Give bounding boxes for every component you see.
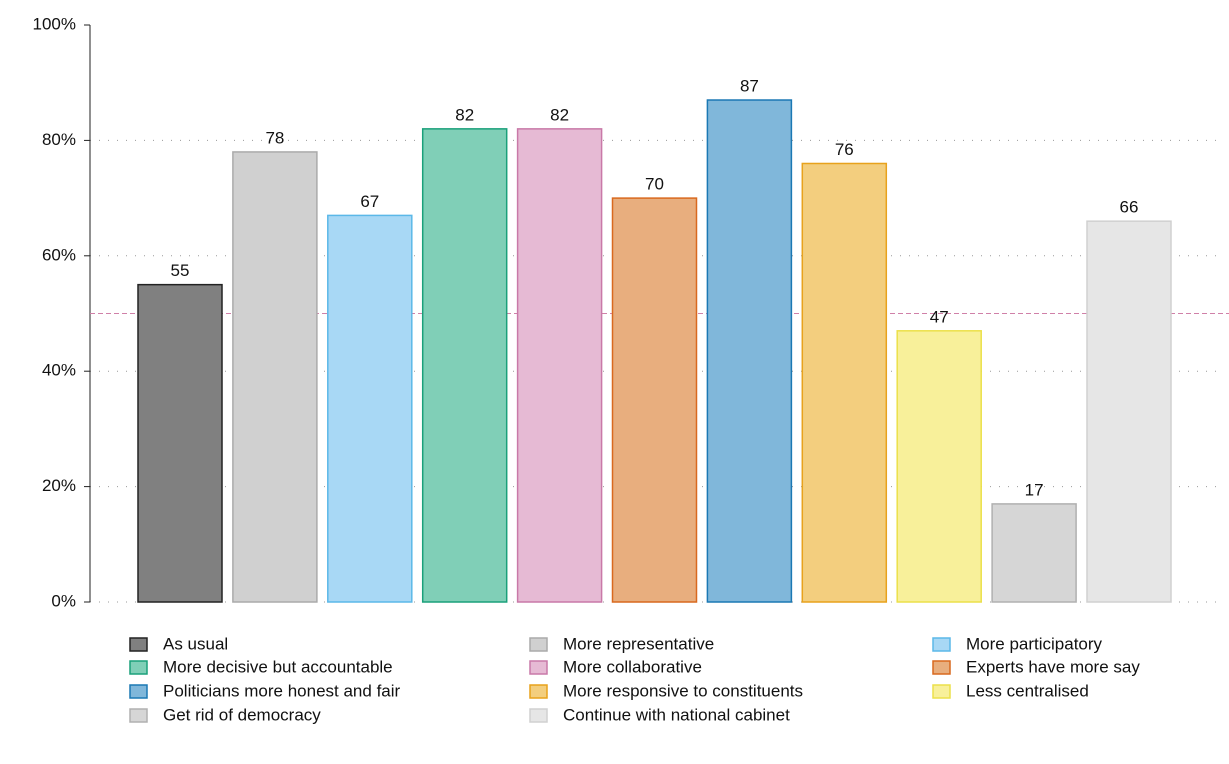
legend-swatch [129, 660, 148, 675]
value-label: 70 [645, 175, 664, 194]
legend-label: More decisive but accountable [163, 657, 393, 676]
legend-swatch [529, 708, 548, 723]
legend-label: More representative [563, 634, 714, 653]
legend-swatch [129, 684, 148, 699]
y-tick-label: 80% [42, 130, 76, 149]
legend-swatch [932, 684, 951, 699]
legend-swatch [129, 637, 148, 652]
value-label: 82 [455, 105, 474, 124]
legend-swatch [129, 708, 148, 723]
value-label: 67 [360, 192, 379, 211]
legend-label: Continue with national cabinet [563, 705, 790, 724]
legend-label: As usual [163, 634, 228, 653]
value-label: 78 [265, 128, 284, 147]
legend-label: Less centralised [966, 681, 1089, 700]
value-label: 66 [1120, 198, 1139, 217]
value-label: 17 [1025, 480, 1044, 499]
value-label: 87 [740, 76, 759, 95]
y-tick-label: 0% [51, 591, 76, 610]
bar [991, 503, 1077, 603]
legend-label: More responsive to constituents [563, 681, 803, 700]
bar [421, 128, 508, 603]
legend-swatch [529, 637, 548, 652]
value-label: 47 [930, 307, 949, 326]
bar [611, 197, 698, 603]
legend-label: More participatory [966, 634, 1103, 653]
bar [896, 330, 982, 603]
legend-swatch [529, 684, 548, 699]
bar [232, 151, 318, 603]
bar [137, 283, 223, 603]
legend-swatch [932, 660, 951, 675]
value-label: 82 [550, 105, 569, 124]
legend-label: Get rid of democracy [163, 705, 321, 724]
bar [516, 128, 603, 603]
legend-label: More collaborative [563, 657, 702, 676]
value-label: 55 [171, 261, 190, 280]
legend-swatch [529, 660, 548, 675]
value-label: 76 [835, 140, 854, 159]
bar [801, 162, 888, 603]
y-tick-label: 100% [33, 14, 76, 33]
y-tick-label: 20% [42, 476, 76, 495]
legend-label: Politicians more honest and fair [163, 681, 401, 700]
bar [1086, 220, 1172, 603]
bar [327, 214, 413, 603]
legend-label: Experts have more say [966, 657, 1140, 676]
bar [706, 99, 793, 603]
legend-swatch [932, 637, 951, 652]
y-tick-label: 60% [42, 245, 76, 264]
y-tick-label: 40% [42, 361, 76, 380]
